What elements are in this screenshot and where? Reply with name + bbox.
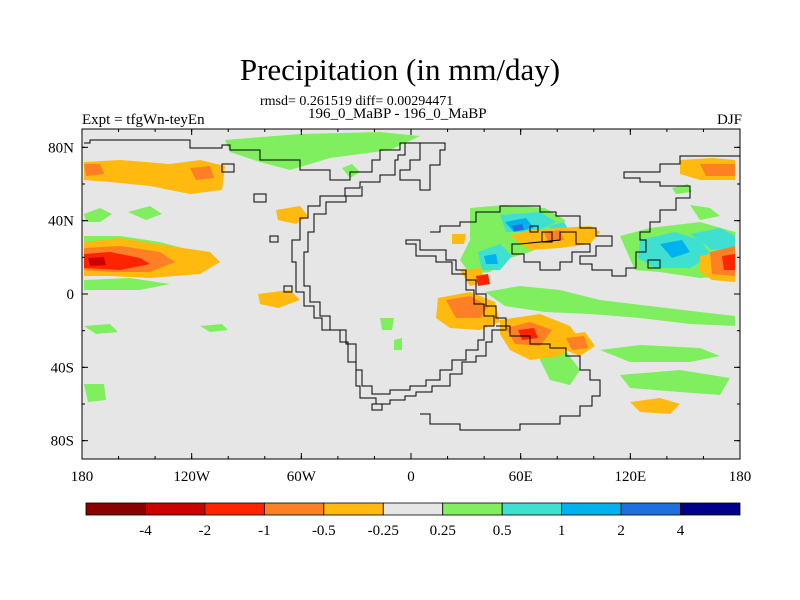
contour-patch (380, 318, 394, 330)
colorbar-swatch (145, 502, 206, 516)
colorbar-label: 0.25 (430, 523, 456, 539)
contour-patch (84, 278, 170, 290)
colorbar-label: -0.5 (312, 523, 336, 539)
colorbar-swatch (204, 502, 265, 516)
coastlines (84, 139, 740, 431)
axis-ticks (81, 129, 741, 459)
experiment-label: Expt = tfgWn-teyEn (82, 112, 205, 128)
colorbar-label: -2 (199, 523, 212, 539)
contour-patch (200, 324, 228, 332)
case-label: 196_0_MaBP - 196_0_MaBP (308, 106, 487, 122)
contour-patch (484, 254, 498, 264)
contour-patch (446, 296, 488, 318)
plot-title: Precipitation (in mm/day) (239, 52, 561, 87)
colorbar: -4 -2 -1 -0.5 -0.25 0.25 0.5 1 2 4 (85, 502, 741, 539)
colorbar-swatch (501, 502, 563, 516)
colorbar-swatch (323, 502, 384, 516)
contour-patch (394, 338, 402, 350)
colorbar-swatch (85, 502, 146, 516)
contour-patch (566, 336, 588, 350)
island-1 (221, 163, 235, 173)
island-4 (283, 285, 293, 293)
contour-patch (342, 164, 360, 178)
coastline-west-continent (84, 139, 507, 405)
lon-tick-label: 180 (729, 469, 752, 485)
contour-patch (84, 324, 118, 334)
colorbar-label: 4 (677, 523, 685, 539)
lat-tick-label: 80N (48, 140, 74, 156)
island-2 (253, 193, 267, 203)
contour-patch (690, 205, 720, 220)
island-7 (647, 259, 661, 269)
coastline-south-continent (420, 325, 601, 431)
lon-tick-label: 120W (173, 469, 211, 485)
colorbar-swatch (561, 502, 622, 516)
contour-patch (452, 234, 466, 244)
contour-patch (630, 398, 680, 414)
contour-patch (722, 254, 735, 270)
coastline-east-continent (430, 155, 740, 277)
rmsd-value: 0.261519 (299, 94, 352, 109)
contour-patch (700, 164, 735, 176)
contour-patch (258, 290, 300, 308)
contour-patch (476, 274, 490, 286)
stats-line: rmsd= 0.261519 diff= 0.00294471 (260, 94, 453, 110)
island-6 (541, 231, 553, 243)
lon-tick-label: 60W (287, 469, 317, 485)
colorbar-swatch (263, 502, 325, 516)
lon-tick-label: 180 (71, 469, 94, 485)
contour-patch (485, 286, 735, 326)
contour-patch (84, 252, 150, 270)
colorbar-label: 1 (558, 523, 566, 539)
contour-patch (544, 230, 564, 242)
island-8 (529, 225, 539, 233)
island-3 (269, 235, 279, 243)
axis-labels: 180 120W 60W 0 60E 120E 180 80N 40N 0 40S 80S (48, 140, 751, 485)
contour-patch (84, 384, 106, 402)
colorbar-label: 0.5 (493, 523, 512, 539)
colorbar-label: 2 (617, 523, 625, 539)
rmsd-label: rmsd= (260, 94, 296, 109)
contour-patch (88, 257, 106, 266)
island-5 (371, 403, 383, 411)
contour-patch (660, 240, 690, 258)
season-label: DJF (716, 112, 742, 128)
contour-patch (512, 224, 524, 231)
lon-tick-label: 120E (614, 469, 646, 485)
diff-label: diff= (355, 94, 384, 109)
contour-patch (84, 164, 104, 176)
contour-patch (690, 228, 735, 250)
contour-patch (600, 345, 720, 362)
precip-anomaly-field (84, 132, 735, 414)
lat-tick-label: 40N (48, 214, 74, 230)
lat-tick-label: 0 (67, 287, 75, 303)
contour-patch (84, 160, 225, 194)
colorbar-swatch (680, 502, 741, 516)
lat-tick-label: 80S (51, 434, 74, 450)
contour-patch (128, 206, 162, 220)
colorbar-swatch (442, 502, 503, 516)
colorbar-label: -0.25 (368, 523, 399, 539)
contour-patch (518, 328, 538, 340)
colorbar-label: -1 (258, 523, 271, 539)
diff-value: 0.00294471 (386, 94, 454, 109)
contour-patch (84, 208, 112, 222)
colorbar-swatch (620, 502, 681, 516)
contour-patch (190, 166, 214, 180)
contour-patch (620, 370, 730, 395)
coastline-east-interior (511, 231, 591, 271)
colorbar-label: -4 (139, 523, 152, 539)
lon-tick-label: 60E (509, 469, 533, 485)
lat-tick-label: 40S (51, 360, 74, 376)
colorbar-swatch (382, 502, 444, 516)
lon-tick-label: 0 (407, 469, 415, 485)
